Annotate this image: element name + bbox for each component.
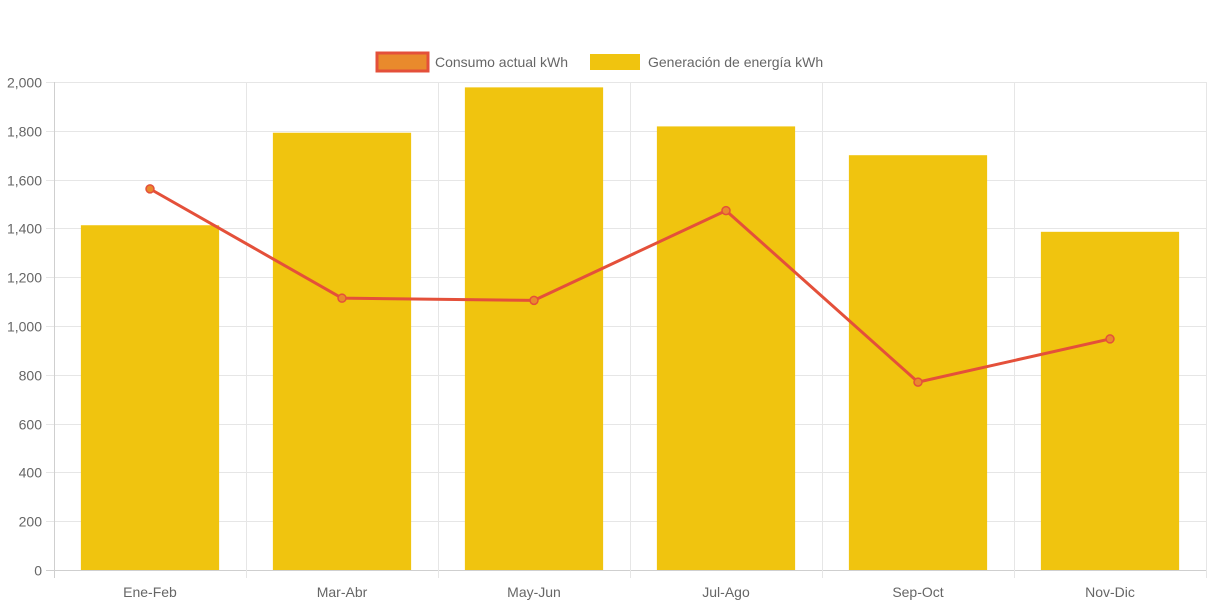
bar — [1040, 231, 1180, 571]
y-tick-label: 600 — [19, 417, 43, 433]
line-point — [1105, 334, 1115, 344]
y-tick-label: 0 — [34, 563, 42, 579]
bar — [848, 155, 988, 570]
legend-label-consumo: Consumo actual kWh — [435, 54, 568, 70]
bar — [80, 225, 220, 570]
bar-series — [80, 87, 1180, 571]
y-tick-label: 1,200 — [7, 270, 42, 286]
x-tick-label: May-Jun — [507, 584, 561, 600]
line-series — [145, 184, 1115, 387]
bar — [656, 126, 796, 571]
y-tick-label: 800 — [19, 368, 43, 384]
legend-swatch-consumo — [375, 51, 430, 73]
x-tick-label: Sep-Oct — [892, 584, 943, 600]
x-tick-label: Nov-Dic — [1085, 584, 1135, 600]
legend-swatch-generacion — [590, 54, 640, 70]
line-point — [913, 377, 923, 387]
y-tick-label: 1,000 — [7, 319, 42, 335]
y-tick-label: 1,400 — [7, 221, 42, 237]
x-tick-label: Jul-Ago — [702, 584, 750, 600]
axes: 0 200 400 600 800 1,000 1,200 1,400 1,600 1,800 2,… — [7, 75, 1135, 601]
line-point — [337, 293, 347, 303]
x-tick-label: Ene-Feb — [123, 584, 177, 600]
bar — [464, 87, 604, 571]
line-path — [149, 187, 1111, 384]
y-tick-label: 200 — [19, 514, 43, 530]
legend-label-generacion: Generación de energía kWh — [648, 54, 823, 70]
line-point — [145, 184, 155, 194]
line-point — [529, 295, 539, 306]
legend[interactable]: Consumo actual kWh Generación de energía… — [375, 51, 823, 73]
line-point — [721, 205, 731, 216]
y-tick-label: 400 — [19, 465, 43, 481]
legend-item-generacion[interactable]: Generación de energía kWh — [590, 54, 823, 70]
grid — [46, 82, 1207, 578]
bar — [272, 132, 412, 570]
x-tick-label: Mar-Abr — [317, 584, 368, 600]
legend-item-consumo[interactable]: Consumo actual kWh — [375, 51, 568, 73]
y-tick-label: 1,600 — [7, 173, 42, 189]
y-tick-label: 1,800 — [7, 124, 42, 140]
y-tick-label: 2,000 — [7, 75, 42, 91]
